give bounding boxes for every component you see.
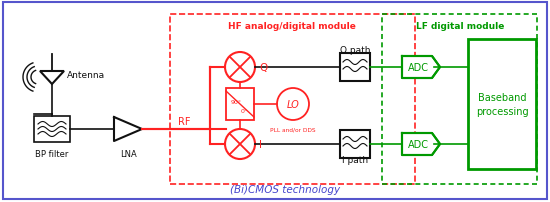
Text: Antenna: Antenna: [67, 71, 105, 80]
Text: ADC: ADC: [408, 139, 428, 149]
Bar: [226, 88, 254, 120]
Text: LO: LO: [287, 100, 299, 109]
Text: I: I: [259, 139, 262, 149]
Text: RF: RF: [178, 116, 190, 126]
Text: PLL and/or DDS: PLL and/or DDS: [270, 127, 316, 132]
Text: Q path: Q path: [340, 46, 370, 55]
Text: I path: I path: [342, 155, 368, 164]
Bar: [468, 40, 536, 169]
Text: Baseband
processing: Baseband processing: [476, 92, 529, 117]
Text: BP filter: BP filter: [35, 149, 69, 158]
Text: 0°: 0°: [240, 109, 248, 114]
Text: (Bi)CMOS technology: (Bi)CMOS technology: [230, 184, 340, 194]
Bar: [382, 15, 537, 184]
Bar: [34, 116, 70, 142]
Text: 90°: 90°: [230, 100, 241, 105]
Text: HF analog/digital module: HF analog/digital module: [228, 22, 356, 31]
Polygon shape: [402, 133, 440, 155]
Text: LF digital module: LF digital module: [416, 22, 504, 31]
Text: LNA: LNA: [120, 149, 136, 158]
Bar: [340, 130, 370, 158]
Text: ADC: ADC: [408, 63, 428, 73]
Bar: [170, 15, 415, 184]
Polygon shape: [402, 57, 440, 79]
Bar: [340, 54, 370, 82]
Text: Q: Q: [259, 63, 267, 73]
